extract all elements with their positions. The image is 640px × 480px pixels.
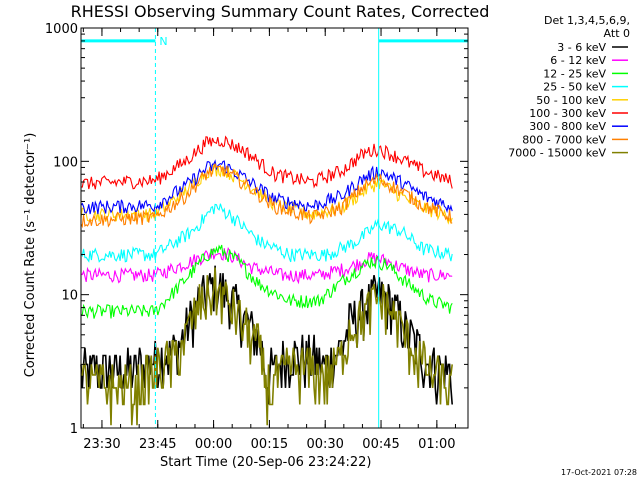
plot-frame <box>80 27 469 429</box>
legend-label-7: 800 - 7000 keV <box>522 133 606 146</box>
y-tick-label-1: 10 <box>61 289 78 304</box>
legend-label-4: 50 - 100 keV <box>536 94 606 107</box>
x-tick-label-1: 23:45 <box>139 437 176 452</box>
series-6 <box>80 159 453 215</box>
series-line-2 <box>80 244 453 319</box>
x-tick-label-2: 00:00 <box>195 437 232 452</box>
x-tick-label-3: 00:15 <box>251 437 288 452</box>
y-axis-ticks: 1 10 100 1000 <box>45 22 468 437</box>
legend-item-3: 25 - 50 keV <box>543 81 628 94</box>
series-line-5 <box>80 135 453 190</box>
legend-label-6: 300 - 800 keV <box>529 120 606 133</box>
x-tick-label-5: 00:45 <box>362 437 399 452</box>
series-line-1 <box>80 247 453 285</box>
series-5 <box>80 135 453 190</box>
x-tick-label-0: 23:30 <box>83 437 120 452</box>
series-8 <box>81 267 453 426</box>
y-tick-label-2: 100 <box>53 155 78 170</box>
series-line-3 <box>80 203 453 263</box>
series-line-8 <box>81 267 453 426</box>
legend-item-5: 100 - 300 keV <box>529 107 628 120</box>
y-tick-label-0: 1 <box>70 422 78 437</box>
series-line-7 <box>80 162 453 229</box>
legend-item-1: 6 - 12 keV <box>550 54 628 67</box>
series-lines <box>80 135 453 426</box>
y-axis-label: Corrected Count Rate (s⁻¹ detector⁻¹) <box>23 133 38 378</box>
legend-item-7: 800 - 7000 keV <box>522 133 628 146</box>
x-axis-label: Start Time (20-Sep-06 23:24:22) <box>160 455 371 470</box>
x-axis-ticks: 23:30 23:45 00:00 00:15 00:30 00:45 01:00 <box>82 28 456 452</box>
legend-item-0: 3 - 6 keV <box>557 41 628 54</box>
night-marker-label: N <box>159 35 167 48</box>
legend-item-6: 300 - 800 keV <box>529 120 628 133</box>
legend-label-2: 12 - 25 keV <box>543 67 606 80</box>
series-3 <box>80 203 453 263</box>
legend-item-2: 12 - 25 keV <box>543 67 628 80</box>
legend-header-detectors: Det 1,3,4,5,6,9, <box>544 14 630 27</box>
legend-header-attenuator: Att 0 <box>604 27 630 40</box>
legend-label-5: 100 - 300 keV <box>529 107 606 120</box>
series-7 <box>80 162 453 229</box>
x-tick-label-6: 01:00 <box>418 437 455 452</box>
legend-label-1: 6 - 12 keV <box>550 54 606 67</box>
chart-title: RHESSI Observing Summary Count Rates, Co… <box>71 2 490 21</box>
legend-label-0: 3 - 6 keV <box>557 41 606 54</box>
legend-label-3: 25 - 50 keV <box>543 81 606 94</box>
series-line-6 <box>80 159 453 215</box>
footer-timestamp: 17-Oct-2021 07:28 <box>561 468 637 477</box>
legend-item-8: 7000 - 15000 keV <box>508 147 628 160</box>
series-1 <box>80 247 453 285</box>
legend-label-8: 7000 - 15000 keV <box>508 147 606 160</box>
x-tick-label-4: 00:30 <box>306 437 343 452</box>
series-2 <box>80 244 453 319</box>
y-tick-label-3: 1000 <box>45 22 78 37</box>
legend-item-4: 50 - 100 keV <box>536 94 628 107</box>
